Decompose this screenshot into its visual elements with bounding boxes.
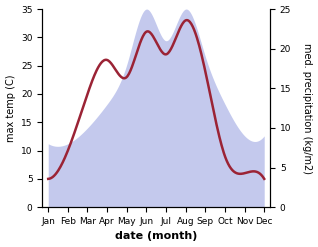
Y-axis label: max temp (C): max temp (C) (5, 74, 16, 142)
Y-axis label: med. precipitation (kg/m2): med. precipitation (kg/m2) (302, 43, 313, 174)
X-axis label: date (month): date (month) (115, 231, 197, 242)
